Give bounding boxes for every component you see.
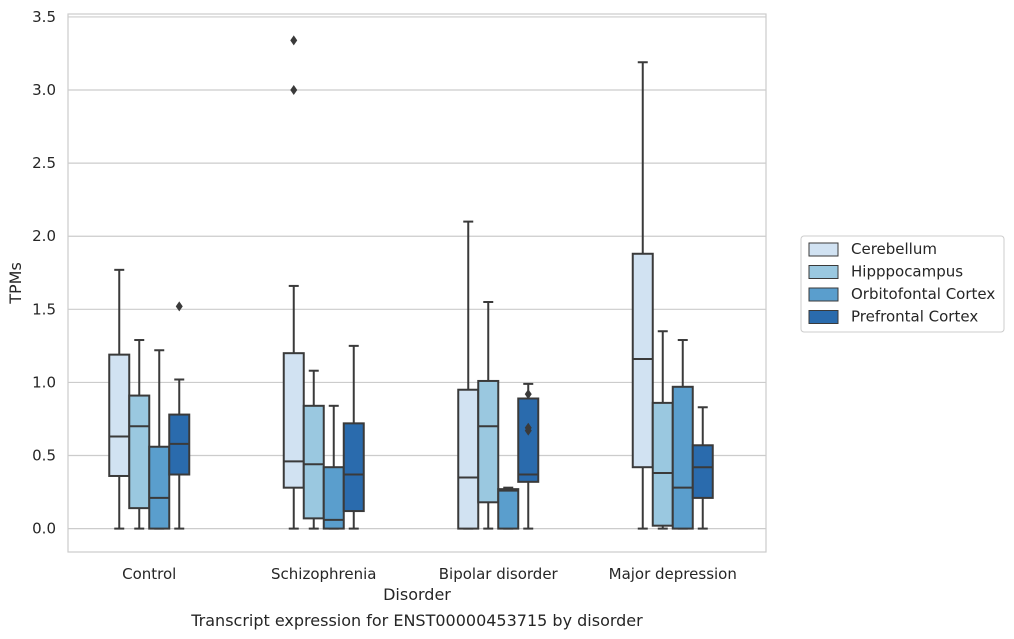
legend-swatch <box>808 242 839 257</box>
x-tick-labels: Control Schizophrenia Bipolar disorder Majo… <box>122 565 737 583</box>
box-group <box>108 268 191 530</box>
box-iqr <box>457 388 480 530</box>
box-plot <box>497 486 520 530</box>
box-plot <box>148 349 171 530</box>
legend-label: Orbitofontal Cortex <box>851 285 995 303</box>
y-tick-label: 1.0 <box>32 373 56 391</box>
box-plot <box>691 406 714 530</box>
legend-label: Hipppocampus <box>851 263 963 281</box>
legend-item: Prefrontal Cortex <box>808 308 978 326</box>
box-iqr <box>477 379 500 504</box>
box-iqr <box>148 445 171 530</box>
box-group <box>631 61 714 530</box>
box-plot <box>322 404 345 530</box>
legend-swatch <box>808 265 839 279</box>
box-iqr <box>282 352 305 489</box>
box-group <box>457 220 540 530</box>
outlier-point <box>290 85 298 96</box>
box-iqr <box>671 385 694 530</box>
box-iqr <box>631 252 654 469</box>
y-tick-label: 0.0 <box>32 520 56 538</box>
y-tick-label: 1.5 <box>32 300 56 318</box>
y-tick-label: 3.5 <box>32 8 56 26</box>
x-tick-label: Schizophrenia <box>271 565 376 583</box>
legend-frame <box>800 235 1005 333</box>
chart-caption: Transcript expression for ENST0000045371… <box>190 611 643 630</box>
outlier-point <box>290 35 298 46</box>
box-iqr <box>302 404 325 520</box>
legend-item: Orbitofontal Cortex <box>808 285 995 303</box>
x-axis-title: Disorder <box>383 585 451 604</box>
x-tick-label: Control <box>122 565 176 583</box>
legend-swatch <box>808 310 839 324</box>
box-plot <box>631 61 654 530</box>
box-iqr <box>108 353 131 477</box>
outlier-point <box>524 422 532 433</box>
box-plot <box>168 301 191 530</box>
y-tick-label: 2.5 <box>32 154 56 172</box>
legend-label: Cerebellum <box>851 240 937 258</box>
legend-items: Cerebellum Hipppocampus Orbitofontal Corte… <box>808 240 995 326</box>
box-plot <box>457 220 480 530</box>
box-iqr <box>651 401 674 527</box>
y-axis-title: TPMs <box>6 262 25 305</box>
y-tick-label: 0.5 <box>32 447 56 465</box>
box-plot <box>671 339 694 530</box>
legend: Cerebellum Hipppocampus Orbitofontal Corte… <box>800 235 1005 333</box>
box-groups <box>108 35 714 530</box>
box-plot <box>342 344 365 530</box>
y-tick-label: 3.0 <box>32 81 56 99</box>
y-tick-labels: 0.0 0.5 1.0 1.5 2.0 2.5 3.0 3.5 <box>32 8 56 538</box>
box-iqr <box>691 444 714 499</box>
box-iqr <box>497 488 520 530</box>
box-plot <box>517 382 540 530</box>
box-iqr <box>517 397 540 483</box>
outlier-point <box>524 389 532 400</box>
y-tick-label: 2.0 <box>32 227 56 245</box>
legend-item: Hipppocampus <box>808 263 963 281</box>
box-plot <box>108 268 131 530</box>
box-plot <box>282 35 305 530</box>
box-group <box>282 35 365 530</box>
x-tick-label: Bipolar disorder <box>439 565 559 583</box>
legend-label: Prefrontal Cortex <box>851 308 978 326</box>
box-iqr <box>128 394 151 510</box>
outlier-point <box>175 301 183 312</box>
legend-swatch <box>808 287 839 302</box>
box-iqr <box>342 422 365 513</box>
box-plot <box>477 301 500 530</box>
x-tick-label: Major depression <box>609 565 737 583</box>
legend-item: Cerebellum <box>808 240 937 258</box>
box-plot <box>302 369 325 530</box>
